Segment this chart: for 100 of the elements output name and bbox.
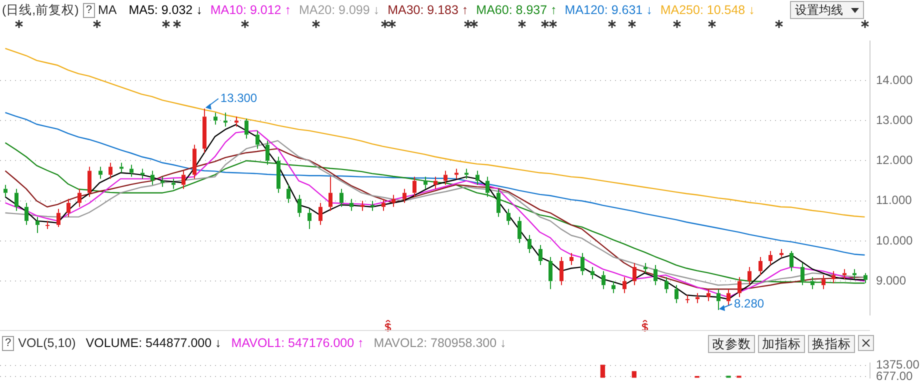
candlestick [664, 276, 668, 294]
candlestick [298, 194, 302, 218]
candlestick [24, 202, 28, 226]
text: MA60: 8.937 ↑ [476, 3, 557, 17]
candlestick [768, 250, 772, 266]
candlestick [654, 264, 658, 286]
candlestick [738, 276, 742, 298]
candlestick [644, 262, 648, 274]
candlestick [382, 198, 386, 212]
candlestick [224, 112, 228, 128]
candlestick [120, 162, 124, 174]
candlestick [4, 184, 8, 198]
candlestick [548, 256, 552, 290]
candlestick [716, 288, 720, 310]
y-tick-label: 12.000 [876, 153, 914, 168]
candlestick [476, 170, 480, 186]
text: 改参数 [708, 335, 755, 353]
candlestick [454, 168, 458, 180]
text: VOLUME: 544877.000 ↓ [86, 336, 222, 350]
candlestick [424, 176, 428, 190]
candlestick [790, 250, 794, 272]
candlestick [370, 200, 374, 212]
y-tick-label: 1375.00 [876, 358, 920, 372]
candlestick [214, 112, 218, 126]
chart-title: (日线,前复权) [2, 2, 79, 18]
candlestick [14, 188, 18, 212]
text: MAVOL1: 547176.000 ↑ [231, 336, 364, 350]
y-tick-label: 14.000 [876, 72, 914, 87]
candlestick [622, 276, 626, 294]
candlestick [780, 248, 784, 258]
candlestick [748, 266, 752, 286]
candlestick [496, 188, 500, 218]
candlestick [560, 256, 564, 286]
candlestick [108, 162, 112, 180]
candlestick [244, 118, 248, 140]
text: ? [2, 336, 14, 350]
candlestick [434, 176, 438, 190]
candlestick [800, 262, 804, 286]
candlestick [486, 176, 490, 198]
y-tick-label: 11.000 [876, 193, 912, 208]
candlestick [706, 288, 710, 302]
candlestick [202, 108, 206, 154]
candlestick [726, 288, 730, 306]
candlestick [88, 166, 92, 198]
candlestick [392, 194, 396, 208]
text: 设置均线 [795, 2, 843, 18]
candlestick [172, 178, 176, 190]
candlestick [444, 170, 448, 186]
text: ? [82, 2, 95, 18]
chart-title: VOL(5,10) [18, 336, 76, 350]
candlestick [182, 170, 186, 190]
candlestick [150, 170, 154, 186]
annotation: 8.280 [734, 296, 764, 310]
y-tick-label: 10.000 [876, 233, 914, 248]
candlestick [528, 234, 532, 254]
candlestick [318, 202, 322, 226]
candlestick [412, 176, 416, 198]
candlestick [506, 208, 510, 226]
candlestick [66, 198, 70, 218]
candlestick [234, 116, 238, 128]
candlestick [402, 188, 406, 204]
y-tick-label: 9.000 [876, 273, 906, 288]
text: MA120: 9.631 ↓ [564, 3, 652, 17]
text: 换指标 [808, 335, 855, 353]
candlestick [464, 168, 468, 180]
y-tick-label: 13.000 [876, 112, 914, 127]
candlestick [758, 256, 762, 276]
candlestick [256, 130, 260, 150]
candlestick [276, 156, 280, 194]
candlestick [350, 198, 354, 212]
candlestick [832, 270, 836, 284]
candlestick [308, 208, 312, 230]
candlestick [266, 140, 270, 166]
candlestick [538, 244, 542, 266]
candlestick [864, 272, 868, 284]
text: MA20: 9.099 ↓ [298, 3, 380, 17]
candlestick [340, 188, 344, 208]
y-tick-label: 677.00 [876, 369, 914, 384]
annotation: 13.300 [220, 90, 258, 105]
text: MAVOL2: 780958.300 ↓ [374, 336, 506, 350]
candlestick [36, 216, 40, 234]
candlestick [192, 144, 196, 180]
text: MA250: 10.548 ↓ [660, 3, 755, 17]
text: MA5: 9.032 ↓ [128, 3, 202, 17]
text: 加指标 [758, 335, 805, 353]
candlestick [632, 262, 636, 286]
text: MA10: 9.012 ↑ [210, 3, 291, 17]
candlestick [286, 184, 290, 204]
candlestick [580, 252, 584, 276]
candlestick [674, 284, 678, 304]
candlestick [822, 274, 826, 290]
legend-title: MA [98, 3, 117, 17]
candlestick [360, 200, 364, 212]
candlestick [98, 166, 102, 180]
candlestick [810, 276, 814, 290]
candlestick [328, 176, 332, 212]
candlestick [140, 168, 144, 180]
text: MA30: 9.183 ↑ [388, 3, 468, 17]
candlestick [130, 164, 134, 178]
candlestick [602, 270, 606, 290]
